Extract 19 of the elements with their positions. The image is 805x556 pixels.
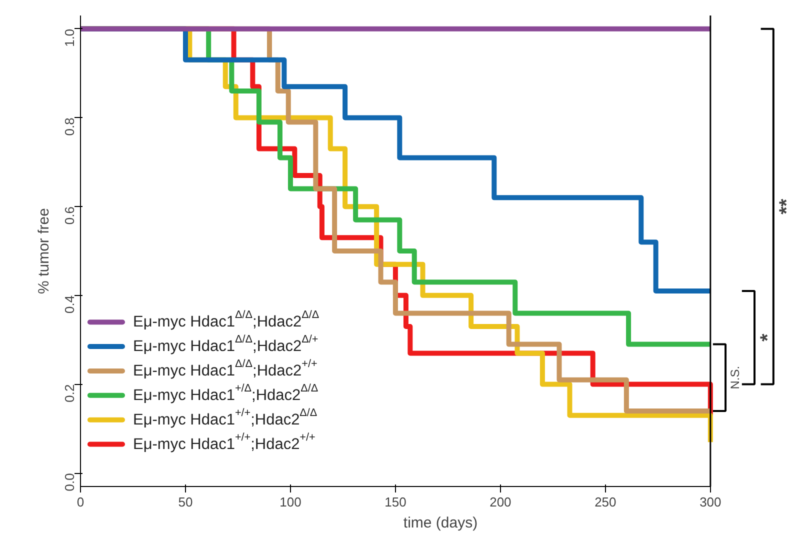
x-axis-title: time (days) <box>403 514 478 532</box>
x-tick-label: 150 <box>384 494 406 510</box>
x-tick-label: 0 <box>76 494 84 510</box>
x-tick-label: 250 <box>594 494 616 510</box>
x-tick-label: 300 <box>700 494 722 510</box>
x-tick-label: 200 <box>490 494 512 510</box>
y-tick-label: 1.0 <box>62 28 77 47</box>
text: N.S. <box>728 366 742 390</box>
y-tick-label: 0.6 <box>62 206 77 225</box>
legend-label: Eμ-myc Hdac1+/+;Hdac2+/+ <box>132 431 316 453</box>
y-tick-label: 0.4 <box>62 295 77 314</box>
y-tick-label: 0.8 <box>62 118 77 136</box>
y-tick-label: 0.0 <box>62 473 77 492</box>
y-axis-title: % tumor free <box>36 208 52 294</box>
x-tick-label: 50 <box>178 494 193 510</box>
text: ** <box>776 198 798 214</box>
y-tick-label: 0.2 <box>62 384 77 402</box>
text: * <box>757 334 780 342</box>
x-tick-label: 100 <box>280 494 302 510</box>
